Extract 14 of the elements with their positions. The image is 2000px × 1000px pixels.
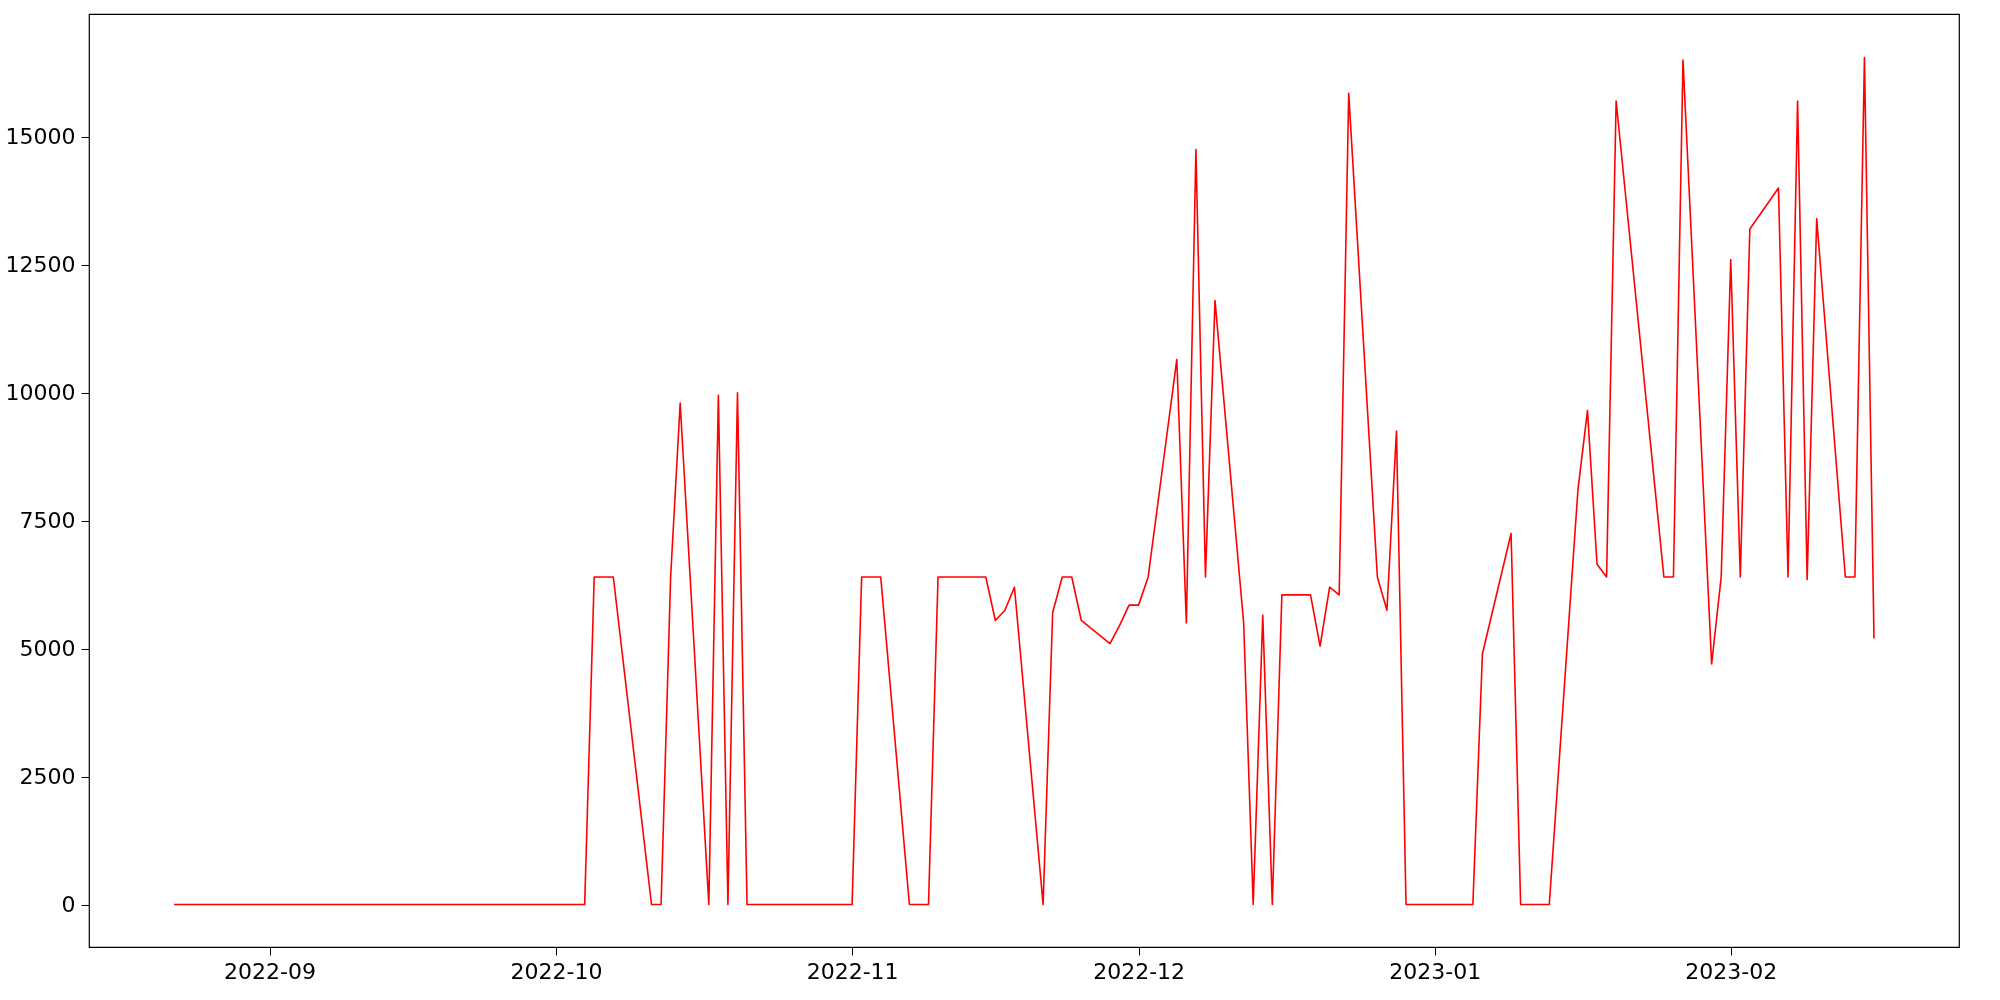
x-tick-label: 2023-01 xyxy=(1389,958,1482,984)
x-tick-label: 2022-10 xyxy=(510,958,603,984)
x-tick-label: 2023-02 xyxy=(1685,958,1778,984)
x-tick-label: 2022-12 xyxy=(1093,958,1186,984)
y-tick-label: 10000 xyxy=(5,380,76,406)
y-tick-label: 12500 xyxy=(5,252,76,278)
x-tick-label: 2022-11 xyxy=(806,958,899,984)
y-tick-label: 5000 xyxy=(19,636,76,662)
line-series xyxy=(173,56,1875,906)
y-tick-label: 2500 xyxy=(19,764,76,790)
x-tick-label: 2022-09 xyxy=(224,958,316,984)
y-tick-label: 0 xyxy=(61,892,76,918)
y-tick-label: 15000 xyxy=(5,124,76,150)
y-tick-label: 7500 xyxy=(19,508,76,534)
